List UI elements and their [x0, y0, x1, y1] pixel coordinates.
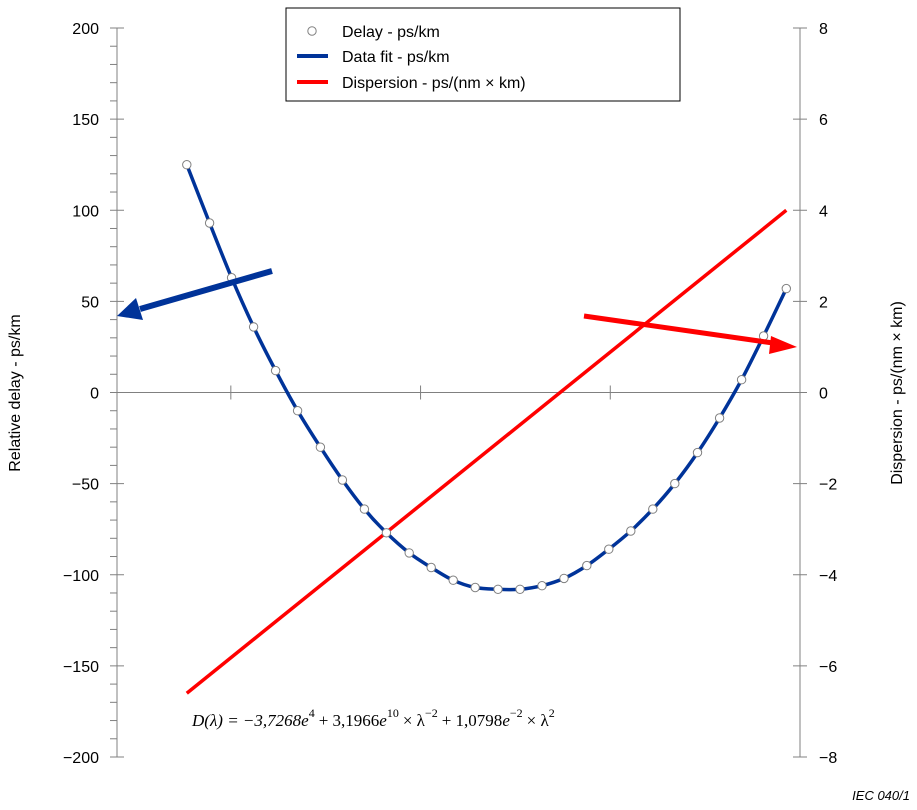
- legend-label-dispersion: Dispersion - ps/(nm × km): [342, 75, 526, 92]
- y2-tick-label: −6: [819, 659, 837, 676]
- delay-point: [337, 475, 348, 485]
- y-tick-label: −150: [63, 659, 99, 676]
- delay-point: [292, 406, 303, 416]
- formula-t2-base: e: [379, 711, 387, 730]
- formula-plus1: + 3,1966: [319, 711, 380, 730]
- formula-t3-exp: −2: [510, 706, 523, 720]
- delay-point: [582, 560, 592, 571]
- legend-marker-delay: [307, 26, 317, 36]
- formula-t1-base: e: [301, 711, 309, 730]
- delay-point: [448, 575, 458, 585]
- delay-point: [315, 442, 326, 452]
- dispersion-formula: D(λ) = −3,7268e4 + 3,1966e10 × λ−2 + 1,0798…: [191, 706, 555, 730]
- y2-axis-title: Dispersion - ps/(nm × km): [889, 301, 906, 485]
- formula-times1: × λ: [403, 711, 426, 730]
- y-tick-label: 50: [81, 294, 99, 311]
- delay-point: [537, 581, 547, 591]
- legend-box: [285, 7, 681, 102]
- delay-point: [182, 160, 192, 170]
- formula-t3-base: e: [502, 711, 510, 730]
- series-layer: [182, 160, 791, 695]
- delay-point: [470, 582, 480, 593]
- formula-t2-exp: 10: [387, 706, 399, 720]
- delay-point: [714, 413, 725, 423]
- dispersion-line: [185, 208, 788, 695]
- y-tick-label: −50: [72, 477, 99, 494]
- delay-point: [381, 528, 392, 538]
- legend-label-delay: Delay - ps/km: [342, 24, 440, 41]
- y2-tick-label: 8: [819, 21, 828, 38]
- blue-arrow-shaft: [139, 268, 273, 312]
- red-arrow-shaft: [583, 313, 774, 346]
- delay-point: [248, 322, 259, 332]
- delay-point: [648, 504, 658, 514]
- delay-point: [559, 573, 569, 584]
- annotation-arrows: [117, 268, 797, 354]
- delay-point: [781, 283, 791, 294]
- y-axis-title: Relative delay - ps/km: [7, 314, 24, 471]
- red-arrow-head: [769, 336, 797, 354]
- y-tick-label: 100: [72, 203, 99, 220]
- delay-point: [426, 562, 436, 573]
- figure-credit: IEC 040/1: [852, 788, 910, 803]
- y-tick-label: 0: [90, 386, 99, 403]
- delay-point: [270, 365, 281, 376]
- tick-labels: 200 150 100 50 0 −50 −100 −150 −200 8 6 4 2 0 −2 −4 −6 −8: [63, 21, 837, 767]
- y2-tick-label: −8: [819, 750, 837, 767]
- y-tick-label: 200: [72, 21, 99, 38]
- tick-marks: [110, 27, 807, 758]
- formula-lhs: D(λ) = −3,7268: [191, 711, 302, 730]
- formula-times2: × λ: [527, 711, 550, 730]
- y2-tick-label: 6: [819, 112, 828, 129]
- delay-point: [670, 478, 680, 489]
- delay-point: [626, 526, 636, 536]
- legend: Delay - ps/km Data fit - ps/km Dispersio…: [285, 7, 681, 102]
- y-tick-label: −200: [63, 750, 99, 767]
- y2-tick-label: 0: [819, 386, 828, 403]
- y2-tick-label: 4: [819, 203, 828, 220]
- formula-t1-exp: 4: [309, 706, 315, 720]
- blue-arrow-head: [117, 298, 143, 320]
- formula-t3-lexp: 2: [549, 706, 555, 720]
- delay-point: [493, 584, 503, 594]
- delay-point: [604, 544, 614, 554]
- delay-point: [736, 375, 747, 385]
- delay-point: [204, 218, 215, 228]
- formula-plus2: + 1,0798: [442, 711, 503, 730]
- delay-point: [515, 584, 525, 594]
- y2-tick-label: −2: [819, 477, 837, 494]
- delay-point: [359, 504, 370, 514]
- data-fit-line: [185, 164, 788, 592]
- legend-label-fit: Data fit - ps/km: [342, 49, 450, 66]
- y-tick-label: −100: [63, 568, 99, 585]
- axes: [116, 28, 801, 757]
- formula-t2-lexp: −2: [425, 706, 438, 720]
- y2-tick-label: 2: [819, 294, 828, 311]
- y2-tick-label: −4: [819, 568, 837, 585]
- delay-point: [692, 447, 703, 458]
- y-tick-label: 150: [72, 112, 99, 129]
- delay-point: [404, 548, 414, 558]
